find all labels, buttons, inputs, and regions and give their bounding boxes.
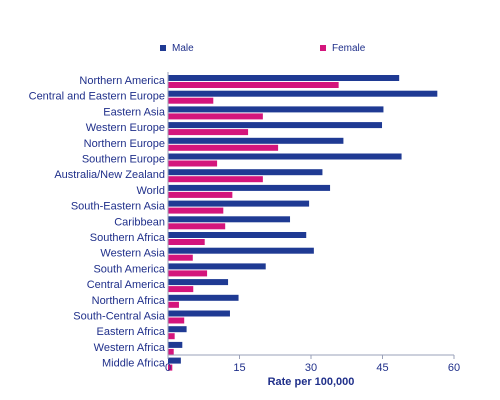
bar-female-3 [168,129,249,136]
bar-female-5 [168,160,218,167]
bar-male-5 [168,153,402,160]
x-tick-label-4: 60 [448,362,460,374]
legend-label-male: Male [172,43,194,54]
bar-female-6 [168,176,263,183]
bar-male-7 [168,184,331,191]
category-label-4: Northern Europe [84,138,165,150]
bar-male-1 [168,90,438,97]
bar-female-9 [168,223,226,230]
bar-male-3 [168,122,383,129]
category-label-8: South-Eastern Asia [71,201,166,213]
x-tick-label-3: 45 [376,362,388,374]
legend-label-female: Female [332,43,366,54]
bar-female-16 [168,333,175,340]
category-label-5: Southern Europe [82,154,165,166]
category-label-15: South-Central Asia [73,311,166,323]
category-label-18: Middle Africa [102,358,166,370]
bar-male-13 [168,279,229,286]
bar-male-14 [168,294,239,301]
category-label-10: Southern Africa [90,232,166,244]
category-label-16: Eastern Africa [97,326,166,338]
bar-male-6 [168,169,323,176]
bar-female-18 [168,364,173,371]
bar-male-10 [168,232,307,238]
category-label-6: Australia/New Zealand [54,169,165,181]
x-axis: 0 15 30 45 60 [165,72,460,374]
bar-male-2 [168,106,384,113]
category-label-14: Northern Africa [92,295,166,307]
bar-female-8 [168,207,224,214]
bar-male-8 [168,200,310,207]
x-axis-title: Rate per 100,000 [268,376,355,388]
category-label-1: Central and Eastern Europe [29,91,165,103]
x-tick-label-2: 30 [305,362,317,374]
bar-female-10 [168,239,205,245]
bar-female-1 [168,97,214,104]
bar-female-15 [168,317,185,324]
bar-female-2 [168,113,263,120]
category-label-3: Western Europe [86,122,165,134]
bar-female-0 [168,82,339,88]
bar-male-17 [168,341,183,348]
category-label-9: Caribbean [114,216,165,228]
bar-male-0 [168,75,400,81]
bar-male-4 [168,137,344,144]
bar-female-4 [168,144,279,151]
bar-female-14 [168,301,179,308]
bar-female-17 [168,348,174,355]
category-label-7: World [136,185,165,197]
plot-area [168,75,438,371]
category-label-13: Central America [87,279,166,291]
bar-male-12 [168,263,266,270]
bar-female-7 [168,191,233,198]
category-label-17: Western Africa [94,342,166,354]
bar-male-18 [168,357,181,364]
x-tick-label-1: 15 [233,362,245,374]
legend-swatch-male [160,45,166,51]
bar-female-12 [168,270,208,277]
bar-male-11 [168,247,314,254]
category-labels: Northern America Central and Eastern Euro… [29,75,166,370]
category-label-11: Western Asia [100,248,165,260]
bar-male-16 [168,326,187,333]
bar-female-11 [168,254,193,261]
bar-female-13 [168,286,194,293]
category-label-0: Northern America [79,75,165,87]
bar-male-9 [168,216,291,223]
bar-male-15 [168,310,230,317]
legend-swatch-female [320,45,326,51]
category-label-12: South America [93,263,165,275]
category-label-2: Eastern Asia [103,106,166,118]
legend: Male Female [160,43,366,54]
x-tick-label-0: 0 [165,362,171,374]
